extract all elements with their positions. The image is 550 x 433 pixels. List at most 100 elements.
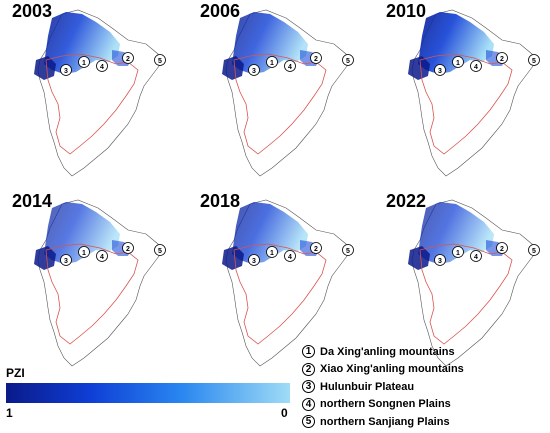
region-marker-number: 3 bbox=[438, 68, 442, 75]
region-marker-number: 5 bbox=[532, 248, 536, 255]
region-marker bbox=[528, 54, 540, 66]
map-panel-2010: 1 2 3 4 5 2010 bbox=[374, 0, 550, 190]
region-marker bbox=[342, 54, 354, 66]
region-marker-number: 4 bbox=[100, 254, 104, 261]
region-number: 1 bbox=[302, 345, 315, 359]
region-name: Da Xing'anling mountains bbox=[320, 345, 455, 358]
region-marker bbox=[78, 56, 90, 68]
region-marker bbox=[96, 60, 108, 72]
region-marker bbox=[310, 242, 322, 254]
region-marker-number: 5 bbox=[532, 58, 536, 65]
region-marker-number: 1 bbox=[270, 250, 274, 257]
region-legend: 1 Da Xing'anling mountains 2 Xiao Xing'a… bbox=[302, 343, 464, 431]
region-marker-number: 2 bbox=[126, 56, 130, 63]
map-2022: 1 2 3 4 5 bbox=[408, 199, 540, 367]
region-marker bbox=[284, 60, 296, 72]
region-marker-number: 2 bbox=[314, 56, 318, 63]
region-marker bbox=[496, 52, 508, 64]
region-marker bbox=[470, 250, 482, 262]
region-marker bbox=[434, 64, 446, 76]
region-marker bbox=[248, 254, 260, 266]
region-marker-number: 3 bbox=[252, 68, 256, 75]
region-marker bbox=[284, 250, 296, 262]
region-marker bbox=[60, 254, 72, 266]
region-boundary bbox=[233, 243, 327, 345]
region-boundary bbox=[45, 243, 139, 345]
region-marker bbox=[496, 242, 508, 254]
region-marker-number: 1 bbox=[82, 60, 86, 67]
region-marker-number: 5 bbox=[158, 248, 162, 255]
region-number: 5 bbox=[302, 415, 315, 429]
region-marker-number: 1 bbox=[270, 60, 274, 67]
region-boundary bbox=[419, 243, 513, 345]
region-marker-number: 4 bbox=[474, 254, 478, 261]
region-marker-number: 2 bbox=[500, 246, 504, 253]
colorbar-max-label: 0 bbox=[281, 406, 288, 420]
map-2018: 1 2 3 4 5 bbox=[222, 199, 354, 367]
region-marker-number: 5 bbox=[346, 248, 350, 255]
year-label: 2014 bbox=[12, 191, 53, 211]
region-marker bbox=[452, 246, 464, 258]
region-marker bbox=[96, 250, 108, 262]
region-marker-number: 1 bbox=[456, 60, 460, 67]
region-name: northern Songnen Plains bbox=[320, 398, 451, 411]
region-boundary bbox=[419, 53, 513, 155]
region-name: Hulunbuir Plateau bbox=[320, 380, 415, 393]
year-label: 2018 bbox=[200, 191, 241, 211]
region-marker-number: 1 bbox=[82, 250, 86, 257]
pzi-area bbox=[34, 246, 56, 270]
region-boundary bbox=[45, 53, 139, 155]
region-marker-number: 5 bbox=[346, 58, 350, 65]
region-marker bbox=[528, 244, 540, 256]
pzi-area bbox=[408, 246, 430, 270]
year-label: 2003 bbox=[12, 1, 53, 21]
region-marker bbox=[248, 64, 260, 76]
map-2014: 1 2 3 4 5 bbox=[34, 199, 166, 367]
region-item: 5 northern Sanjiang Plains bbox=[302, 413, 464, 431]
region-marker-number: 4 bbox=[288, 64, 292, 71]
pzi-area bbox=[222, 56, 244, 80]
region-boundary bbox=[233, 53, 327, 155]
region-number: 4 bbox=[302, 397, 315, 411]
region-marker-number: 2 bbox=[126, 246, 130, 253]
region-item: 2 Xiao Xing'anling mountains bbox=[302, 361, 464, 379]
region-name: Xiao Xing'anling mountains bbox=[320, 363, 464, 376]
region-name: northern Sanjiang Plains bbox=[320, 415, 450, 428]
year-label: 2006 bbox=[200, 1, 241, 21]
region-marker bbox=[452, 56, 464, 68]
region-marker bbox=[470, 60, 482, 72]
region-marker-number: 3 bbox=[64, 68, 68, 75]
region-marker bbox=[342, 244, 354, 256]
map-2006: 1 2 3 4 5 bbox=[222, 9, 354, 177]
colorbar bbox=[6, 383, 290, 403]
region-marker-number: 3 bbox=[64, 258, 68, 265]
region-marker bbox=[154, 54, 166, 66]
region-marker bbox=[60, 64, 72, 76]
region-marker-number: 4 bbox=[474, 64, 478, 71]
region-marker bbox=[266, 246, 278, 258]
region-marker-number: 3 bbox=[252, 258, 256, 265]
pzi-area bbox=[34, 56, 56, 80]
year-label: 2010 bbox=[386, 1, 427, 21]
map-panel-2018: 1 2 3 4 5 2018 bbox=[188, 190, 371, 380]
pzi-area bbox=[408, 56, 430, 80]
map-2003: 1 2 3 4 5 bbox=[34, 9, 166, 177]
region-item: 4 northern Songnen Plains bbox=[302, 396, 464, 414]
region-marker-number: 1 bbox=[456, 250, 460, 257]
region-marker-number: 4 bbox=[288, 254, 292, 261]
region-marker-number: 2 bbox=[314, 246, 318, 253]
region-marker bbox=[122, 52, 134, 64]
legend-title: PZI bbox=[6, 366, 25, 380]
region-marker bbox=[154, 244, 166, 256]
region-marker bbox=[122, 242, 134, 254]
region-marker bbox=[434, 254, 446, 266]
region-marker bbox=[310, 52, 322, 64]
region-marker-number: 4 bbox=[100, 64, 104, 71]
region-item: 3 Hulunbuir Plateau bbox=[302, 378, 464, 396]
region-marker bbox=[78, 246, 90, 258]
map-2010: 1 2 3 4 5 bbox=[408, 9, 540, 177]
region-marker-number: 5 bbox=[158, 58, 162, 65]
region-marker bbox=[266, 56, 278, 68]
region-marker-number: 3 bbox=[438, 258, 442, 265]
region-item: 1 Da Xing'anling mountains bbox=[302, 343, 464, 361]
